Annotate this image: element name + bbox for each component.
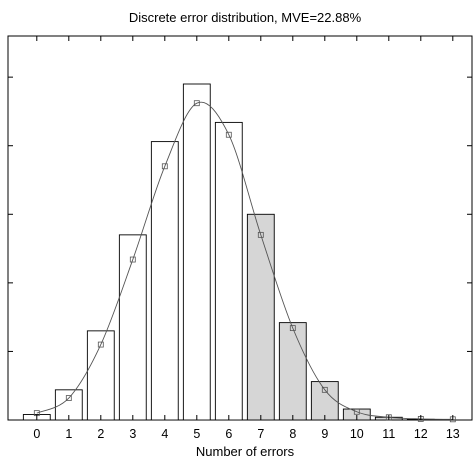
fit-point-6 (225, 131, 232, 138)
x-tick-label-9: 9 (321, 427, 328, 441)
x-tick-label-3: 3 (129, 427, 136, 441)
x-tick-label-2: 2 (97, 427, 104, 441)
fit-point-4 (161, 163, 168, 170)
bar-7 (246, 213, 275, 421)
fit-point-1 (65, 395, 72, 401)
fit-point-3 (129, 256, 136, 263)
x-tick-label-12: 12 (414, 427, 428, 441)
bar-6 (214, 121, 243, 421)
bar-2 (86, 330, 115, 421)
bar-8 (278, 322, 307, 421)
fit-point-10 (353, 408, 360, 415)
fit-point-2 (97, 341, 104, 348)
x-axis-label: Number of errors (196, 444, 295, 459)
x-tick-label-5: 5 (193, 427, 200, 441)
bar-3 (118, 234, 147, 421)
x-tick-label-1: 1 (65, 427, 72, 441)
x-tick-label-13: 13 (446, 427, 460, 441)
fit-point-9 (321, 386, 328, 393)
x-tick-label-0: 0 (33, 427, 40, 441)
bar-5 (182, 83, 211, 421)
ticks-layer: 0 1 2 3 4 5 6 7 8 9 10 11 12 13 (8, 36, 472, 441)
fit-point-5 (193, 100, 200, 107)
x-tick-label-8: 8 (289, 427, 296, 441)
fit-curve (36, 101, 453, 420)
chart-title: Discrete error distribution, MVE=22.88% (129, 10, 362, 25)
fit-point-7 (257, 231, 264, 238)
x-tick-label-6: 6 (225, 427, 232, 441)
x-tick-label-7: 7 (257, 427, 264, 441)
fit-curve-layer (33, 100, 456, 423)
fit-point-8 (289, 325, 296, 332)
x-tick-label-4: 4 (161, 427, 168, 441)
bars-layer (22, 83, 435, 421)
x-tick-label-11: 11 (382, 427, 395, 441)
x-tick-label-10: 10 (350, 427, 364, 441)
bar-9 (310, 381, 339, 421)
bar-4 (150, 141, 179, 421)
